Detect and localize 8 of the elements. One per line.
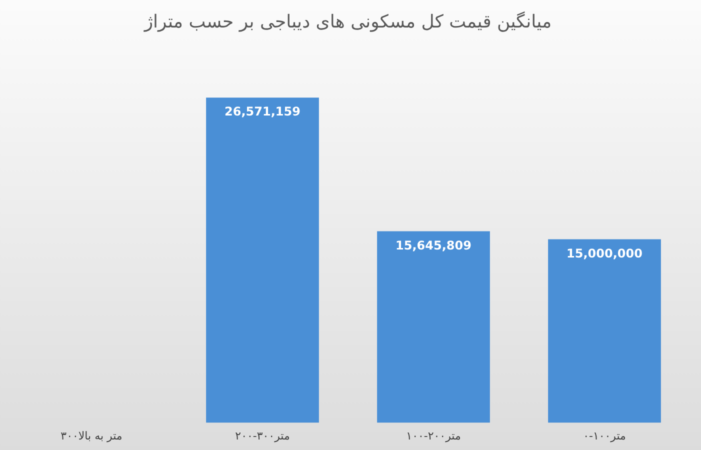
x-tick-label: ۳۰۰متر به بالا <box>60 429 122 442</box>
x-tick-label: ۲۰۰-۳۰۰متر <box>235 429 290 442</box>
data-label: 26,571,159 <box>224 104 300 119</box>
x-tick-label: ۱۰۰-۲۰۰متر <box>406 429 461 442</box>
data-label: 15,000,000 <box>566 246 642 260</box>
chart-title: میانگین قیمت کل مسکونی های دیباجی بر حسب متراژ <box>143 10 552 32</box>
x-tick-label: ۰-۱۰۰متر <box>583 429 626 442</box>
data-label: 15,645,809 <box>396 238 472 252</box>
